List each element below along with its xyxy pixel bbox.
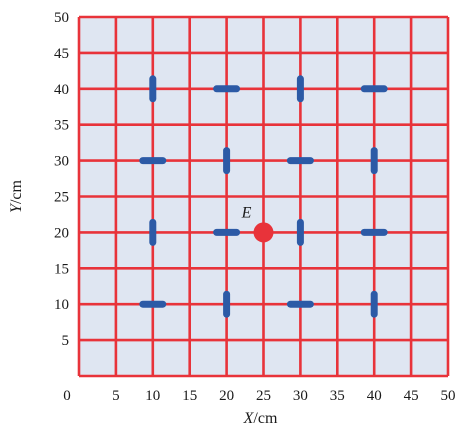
x-axis-variable: X xyxy=(243,410,255,427)
x-tick-label-40: 40 xyxy=(367,388,382,404)
x-tick-label-30: 30 xyxy=(293,388,308,404)
point-e: E xyxy=(241,204,274,243)
x-tick-label-20: 20 xyxy=(219,388,234,404)
x-tick-label-45: 45 xyxy=(404,388,419,404)
x-tick-label-5: 5 xyxy=(112,388,120,404)
point-e-dot xyxy=(253,222,274,243)
x-tick-label-25: 25 xyxy=(256,388,271,404)
markers xyxy=(139,75,388,318)
y-tick-label-10: 10 xyxy=(54,297,69,313)
x-axis-title: X/cm xyxy=(243,410,278,427)
y-tick-label-25: 25 xyxy=(54,190,69,206)
y-axis-unit: /cm xyxy=(8,180,25,205)
x-tick-label-50: 50 xyxy=(441,388,456,404)
tick-labels: 0 5 10 15 20 25 30 35 40 45 50 5 10 15 20 25 30 35 40 45 50 xyxy=(54,10,456,404)
y-axis-title: Y/cm xyxy=(8,180,25,213)
y-tick-label-45: 45 xyxy=(54,46,69,62)
y-tick-label-15: 15 xyxy=(54,261,69,277)
y-tick-label-35: 35 xyxy=(54,118,69,134)
y-tick-label-20: 20 xyxy=(54,225,69,241)
x-tick-label-15: 15 xyxy=(182,388,197,404)
x-axis-unit: /cm xyxy=(253,410,278,427)
x-tick-label-0: 0 xyxy=(63,388,71,404)
point-e-label: E xyxy=(241,204,252,221)
x-tick-label-35: 35 xyxy=(330,388,345,404)
y-axis-variable: Y xyxy=(8,202,25,213)
y-tick-label-40: 40 xyxy=(54,82,69,98)
y-tick-label-30: 30 xyxy=(54,154,69,170)
y-tick-label-5: 5 xyxy=(62,333,70,349)
y-tick-label-50: 50 xyxy=(54,10,69,26)
x-tick-label-10: 10 xyxy=(145,388,160,404)
